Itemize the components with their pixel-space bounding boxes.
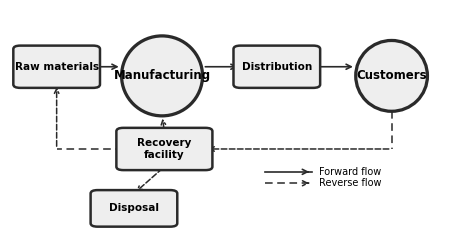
FancyBboxPatch shape [13,46,100,88]
Text: Raw materials: Raw materials [15,62,99,72]
Ellipse shape [121,36,202,116]
Text: Forward flow: Forward flow [319,167,381,177]
Text: Reverse flow: Reverse flow [319,178,382,188]
Text: Disposal: Disposal [109,203,159,213]
Text: Customers: Customers [356,69,427,82]
Ellipse shape [356,40,428,111]
Text: Distribution: Distribution [242,62,312,72]
FancyBboxPatch shape [234,46,320,88]
Text: Manufacturing: Manufacturing [113,69,210,82]
FancyBboxPatch shape [91,190,177,227]
Text: Recovery
facility: Recovery facility [137,138,191,160]
FancyBboxPatch shape [117,128,212,170]
